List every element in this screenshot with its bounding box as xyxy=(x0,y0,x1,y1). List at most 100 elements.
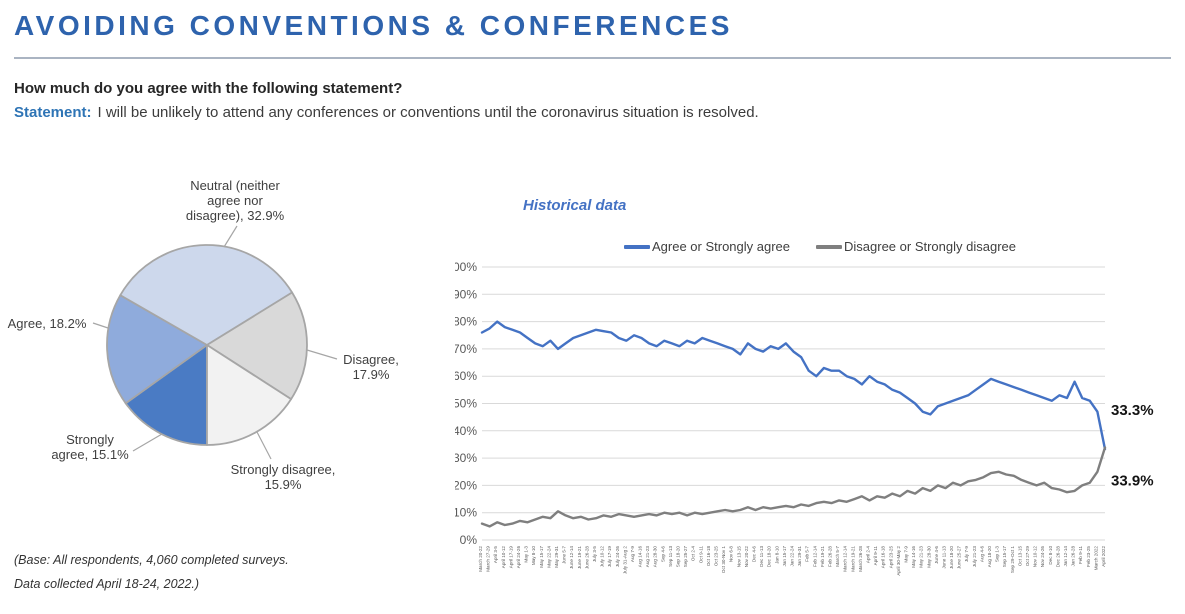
svg-text:June 18-20: June 18-20 xyxy=(949,546,954,569)
svg-text:May 29-31: May 29-31 xyxy=(554,546,559,568)
svg-text:May 7-9: May 7-9 xyxy=(903,546,908,563)
svg-text:March 27-29: March 27-29 xyxy=(486,546,491,572)
page-title: AVOIDING CONVENTIONS & CONFERENCES xyxy=(14,10,733,41)
svg-text:July 31-Aug 2: July 31-Aug 2 xyxy=(622,546,627,575)
pie-label-disagree: Disagree, 17.9% xyxy=(343,352,399,382)
svg-text:Aug 18-20: Aug 18-20 xyxy=(987,546,992,568)
pie-label-neutral: Neutral (neither agree nor disagree), 32… xyxy=(185,178,285,223)
svg-text:Aug 14-16: Aug 14-16 xyxy=(638,546,643,568)
legend-item-disagree: Disagree or Strongly disagree xyxy=(816,239,1016,254)
chart-legend: Agree or Strongly agree Disagree or Stro… xyxy=(455,239,1185,254)
svg-text:80%: 80% xyxy=(455,315,477,329)
svg-text:Sep 29-Oct 1: Sep 29-Oct 1 xyxy=(1010,546,1015,574)
svg-text:July 10-12: July 10-12 xyxy=(600,546,605,568)
historical-line-chart: 0% 10% 20% 30% 40% 50% 60% 70% 80% 90% 100% March 2… xyxy=(455,260,1154,576)
svg-text:June 19-21: June 19-21 xyxy=(577,546,582,569)
survey-question: How much do you agree with the following… xyxy=(14,80,403,97)
end-label-disagree: 33.9% xyxy=(1111,472,1154,489)
svg-text:Aug 4-6: Aug 4-6 xyxy=(979,546,984,563)
svg-text:Sep 25-27: Sep 25-27 xyxy=(683,546,688,568)
svg-text:April 9-11: April 9-11 xyxy=(873,546,878,566)
svg-text:July 7-9: July 7-9 xyxy=(964,546,969,563)
svg-text:Jan 8-10: Jan 8-10 xyxy=(774,546,779,564)
svg-text:July 17-19: July 17-19 xyxy=(607,546,612,568)
svg-text:April 23-25: April 23-25 xyxy=(888,546,893,569)
svg-text:Aug 21-23: Aug 21-23 xyxy=(645,546,650,568)
svg-text:Nov 13-15: Nov 13-15 xyxy=(736,546,741,568)
series-line-0 xyxy=(480,320,1107,451)
pie-label-strongly-disagree: Strongly disagree, 15.9% xyxy=(230,462,336,492)
svg-text:April 24-26: April 24-26 xyxy=(516,546,521,569)
svg-text:April 30-May 2: April 30-May 2 xyxy=(896,546,901,576)
svg-text:Dec 18-20: Dec 18-20 xyxy=(767,546,772,568)
svg-text:Jan 29-31: Jan 29-31 xyxy=(797,546,802,567)
svg-text:Nov 6-8: Nov 6-8 xyxy=(729,546,734,563)
svg-text:Dec 8-10: Dec 8-10 xyxy=(1048,546,1053,565)
svg-text:June 11-13: June 11-13 xyxy=(941,546,946,569)
svg-text:10%: 10% xyxy=(455,506,477,520)
footnote-dates: Data collected April 18-24, 2022.) xyxy=(14,577,200,591)
svg-text:Jan 12-14: Jan 12-14 xyxy=(1063,546,1068,567)
svg-text:Dec 26-28: Dec 26-28 xyxy=(1055,546,1060,568)
pie-slice-4 xyxy=(206,344,292,446)
svg-text:May 15-17: May 15-17 xyxy=(539,546,544,568)
svg-text:March 12-14: March 12-14 xyxy=(843,546,848,572)
svg-text:July 24-26: July 24-26 xyxy=(615,546,620,568)
svg-text:0%: 0% xyxy=(460,533,478,547)
pie-slice-2 xyxy=(119,244,293,346)
svg-text:April 3-5: April 3-5 xyxy=(493,546,498,564)
line-chart-title: Historical data xyxy=(523,197,627,214)
svg-text:Feb 23-25: Feb 23-25 xyxy=(1086,546,1091,567)
svg-text:July 3-5: July 3-5 xyxy=(592,546,597,563)
pie-chart xyxy=(92,225,338,460)
svg-text:June 5-7: June 5-7 xyxy=(562,546,567,564)
svg-text:June 25-27: June 25-27 xyxy=(957,546,962,569)
svg-text:Dec 11-13: Dec 11-13 xyxy=(759,546,764,567)
svg-text:Feb 19-21: Feb 19-21 xyxy=(820,546,825,567)
legend-label-disagree: Disagree or Strongly disagree xyxy=(844,239,1016,254)
svg-text:90%: 90% xyxy=(455,287,477,301)
statement-text: I will be unlikely to attend any confere… xyxy=(97,104,759,121)
svg-text:April 17-19: April 17-19 xyxy=(508,546,513,569)
svg-text:20%: 20% xyxy=(455,478,477,492)
svg-text:70%: 70% xyxy=(455,342,477,356)
svg-text:Sep 4-6: Sep 4-6 xyxy=(660,546,665,563)
svg-text:May 1-3: May 1-3 xyxy=(524,546,529,563)
svg-text:April 16-18: April 16-18 xyxy=(881,546,886,569)
pie-label-strongly-agree: Strongly agree, 15.1% xyxy=(51,432,129,462)
svg-text:Sep 15-17: Sep 15-17 xyxy=(1002,546,1007,568)
statement-line: Statement: I will be unlikely to attend a… xyxy=(14,104,759,121)
svg-text:Oct 2-4: Oct 2-4 xyxy=(691,546,696,562)
svg-text:100%: 100% xyxy=(455,260,477,274)
svg-text:March 20-22: March 20-22 xyxy=(478,546,483,572)
svg-text:April 10-12: April 10-12 xyxy=(501,546,506,569)
line-chart-section: Historical data Agree or Strongly agree … xyxy=(455,185,1185,610)
svg-text:Feb 12-14: Feb 12-14 xyxy=(812,546,817,567)
svg-text:May 22-24: May 22-24 xyxy=(546,546,551,568)
footnote-base: (Base: All respondents, 4,060 completed … xyxy=(14,553,289,567)
agree-line-marker-icon xyxy=(623,244,650,249)
title-divider xyxy=(14,57,1171,59)
svg-text:30%: 30% xyxy=(455,451,477,465)
svg-text:Jan 26-28: Jan 26-28 xyxy=(1071,546,1076,567)
svg-text:Sep 1-3: Sep 1-3 xyxy=(995,546,1000,563)
svg-text:May 8-10: May 8-10 xyxy=(531,546,536,566)
svg-text:April 2-4: April 2-4 xyxy=(865,546,870,564)
pie-slice-1 xyxy=(106,294,208,405)
svg-text:Sep 18-20: Sep 18-20 xyxy=(676,546,681,568)
svg-text:July 21-23: July 21-23 xyxy=(972,546,977,568)
svg-text:Oct 13-15: Oct 13-15 xyxy=(1017,546,1022,567)
svg-text:Nov 24-26: Nov 24-26 xyxy=(1040,546,1045,568)
svg-text:Feb 26-28: Feb 26-28 xyxy=(827,546,832,567)
pie-slice-3 xyxy=(206,291,308,400)
svg-text:40%: 40% xyxy=(455,424,477,438)
svg-text:60%: 60% xyxy=(455,369,477,383)
statement-label: Statement: xyxy=(14,104,92,121)
disagree-line-marker-icon xyxy=(816,244,843,249)
svg-text:June 12-14: June 12-14 xyxy=(569,546,574,569)
end-label-agree: 33.3% xyxy=(1111,402,1154,419)
svg-text:Feb 5-7: Feb 5-7 xyxy=(805,546,810,562)
svg-text:50%: 50% xyxy=(455,397,477,411)
footnote: (Base: All respondents, 4,060 completed … xyxy=(14,548,289,596)
